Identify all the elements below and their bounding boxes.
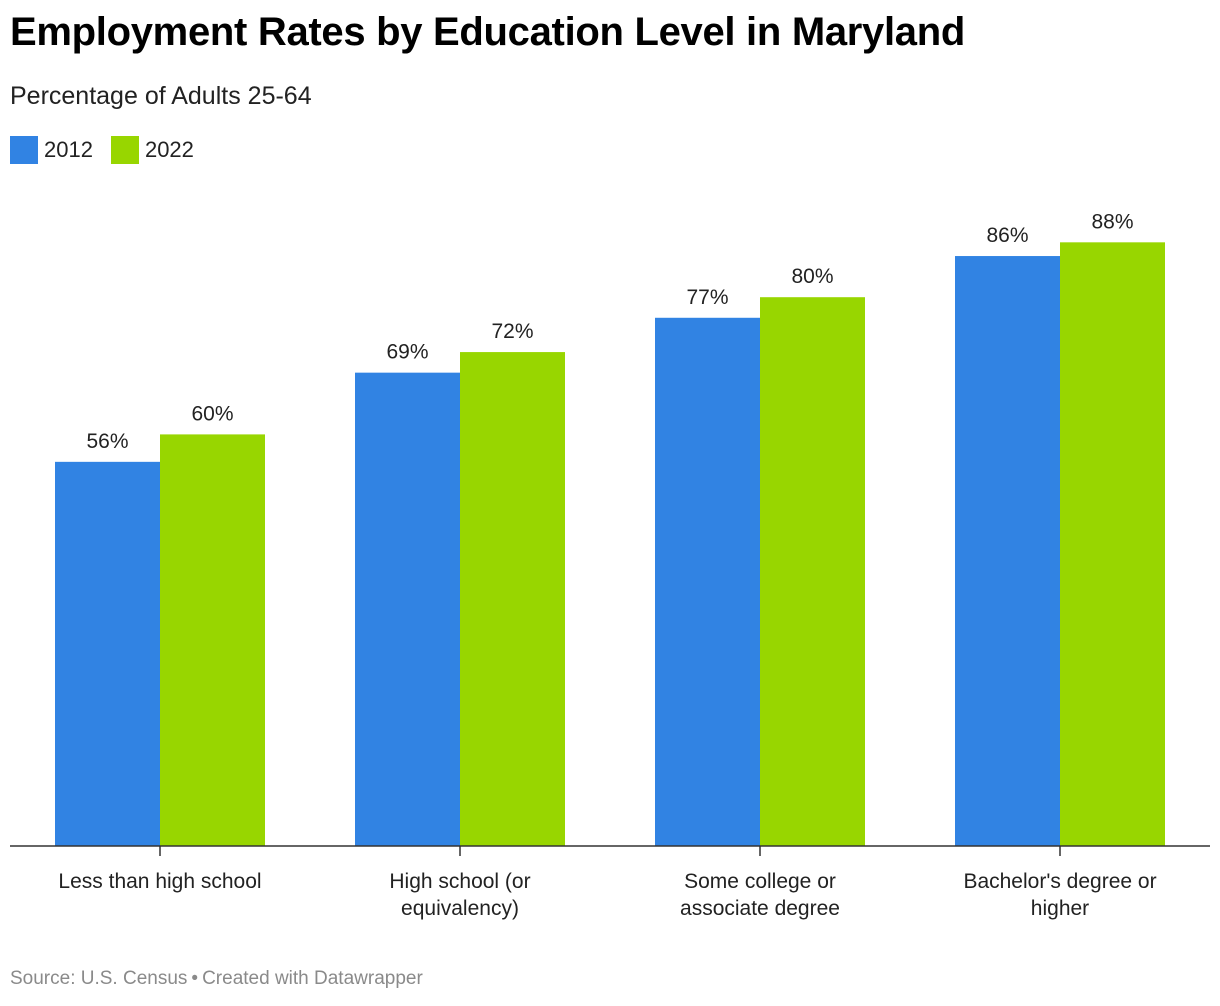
x-tick-label-1: High school (or equivalency) [389,870,530,920]
legend-item-2012: 2012 [10,136,93,164]
data-label-2012-0: 56% [86,430,128,453]
bar-2012-0 [55,461,160,846]
legend-label-2022: 2022 [144,137,194,162]
bar-2022-1 [460,352,565,846]
legend-swatch-2012 [10,136,38,164]
data-label-2012-2: 77% [686,286,728,309]
data-label-2012-3: 86% [986,224,1028,247]
bar-2012-2 [655,317,760,846]
legend: 2012 2022 [10,136,212,164]
chart-title: Employment Rates by Education Level in M… [10,10,966,54]
x-tick-label-2: Some college or associate degree [680,870,840,920]
data-label-2022-3: 88% [1091,210,1133,233]
data-label-2022-0: 60% [191,402,233,425]
bar-2012-3 [955,256,1060,846]
bar-2022-2 [760,297,865,846]
footer: Source: U.S. Census • Created with Datawra… [10,968,423,990]
bar-2022-0 [160,434,265,846]
x-tick-label-0: Less than high school [58,870,261,893]
bar-2022-3 [1060,242,1165,846]
legend-item-2022: 2022 [110,136,194,164]
legend-label-2012: 2012 [44,137,93,162]
legend-swatch-2022 [110,136,139,164]
bar-2012-1 [355,372,460,846]
data-label-2022-2: 80% [791,265,833,288]
data-label-2022-1: 72% [491,320,533,343]
chart-subtitle: Percentage of Adults 25-64 [10,82,312,110]
source-text: Source: U.S. Census [10,968,188,989]
data-label-2012-1: 69% [386,341,428,364]
credit-text: Created with Datawrapper [202,968,423,989]
footer-separator: • [191,968,199,989]
x-tick-label-3: Bachelor's degree or higher [963,870,1156,920]
